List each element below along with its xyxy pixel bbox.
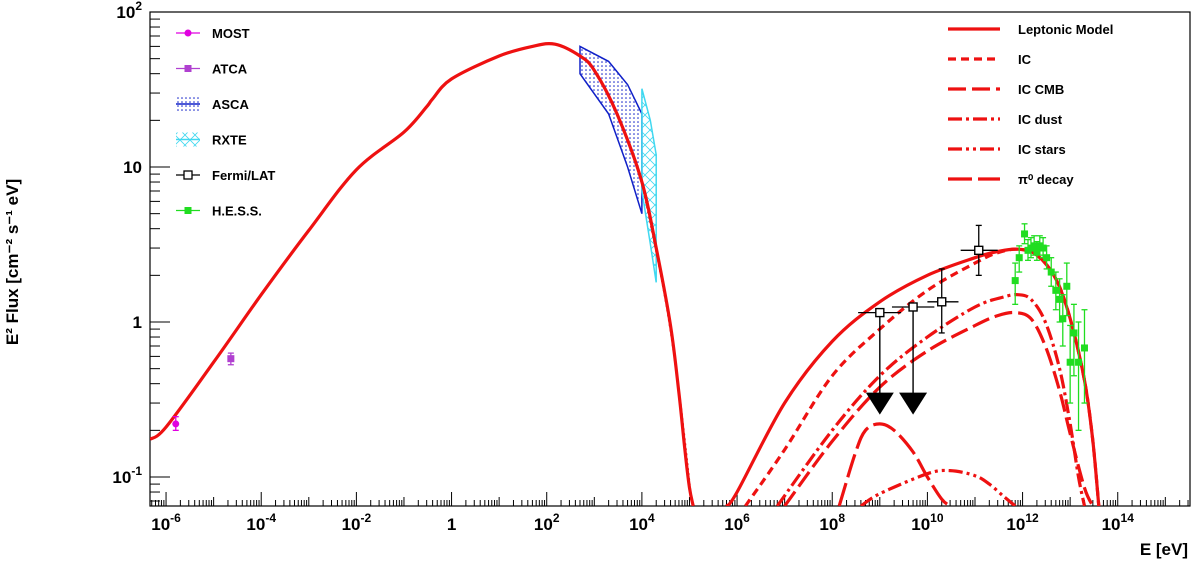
- x-tick-label: 1012: [1006, 511, 1039, 534]
- x-tick-label: 102: [534, 511, 560, 534]
- point-h-e-s-s-: [1015, 254, 1023, 262]
- x-tick-label: 104: [629, 511, 655, 534]
- legend-item-most-label: MOST: [212, 26, 250, 41]
- model-curve-ic-stars: [859, 468, 1017, 506]
- legend-item-leptonic-model-label: Leptonic Model: [1018, 22, 1113, 37]
- legend-item-ic-label: IC: [1018, 52, 1032, 67]
- point-h-e-s-s-: [1021, 230, 1029, 238]
- point-h-e-s-s-: [1030, 242, 1038, 250]
- x-tick-label: 1010: [911, 511, 944, 534]
- x-tick-label: 106: [724, 511, 750, 534]
- legend-item-atca-label: ATCA: [212, 62, 248, 77]
- model-curves: [150, 41, 1101, 506]
- point-h-e-s-s-: [1039, 244, 1047, 252]
- x-axis-title: E [eV]: [1140, 540, 1188, 559]
- point-h-e-s-s-: [1070, 329, 1078, 337]
- point-h-e-s-s-: [1059, 315, 1067, 323]
- point-fermi-lat: [908, 302, 918, 312]
- point-h-e-s-s-: [1052, 286, 1060, 294]
- legend-item-asca-label: ASCA: [212, 97, 249, 112]
- legend-item-ic-dust-label: IC dust: [1018, 112, 1063, 127]
- point-atca: [227, 355, 235, 363]
- legend-instruments: MOST ATCA ASCA RXTE Fermi/LAT H.E.S.S.: [176, 26, 275, 219]
- model-curve-ic-dust: [776, 292, 1087, 506]
- y-tick-label: 10-1: [112, 464, 142, 487]
- x-tick-label: 10-4: [246, 511, 276, 534]
- point-h-e-s-s-: [1075, 358, 1083, 366]
- point-h-e-s-s-: [1056, 295, 1064, 303]
- legend-item-ic-stars-label: IC stars: [1018, 142, 1066, 157]
- legend-item--decay-label: π⁰ decay: [1018, 172, 1074, 187]
- legend-item-most-marker: [184, 29, 192, 37]
- legend-item-fermi-lat-label: Fermi/LAT: [212, 168, 275, 183]
- upper-limit-arrow: [865, 392, 894, 415]
- y-tick-label: 10: [123, 158, 142, 177]
- legend-item-fermi-lat-marker: [183, 170, 193, 180]
- point-h-e-s-s-: [1080, 344, 1088, 352]
- point-fermi-lat: [875, 307, 885, 318]
- point-h-e-s-s-: [1011, 277, 1019, 285]
- point-h-e-s-s-: [1033, 247, 1041, 255]
- legend-item-rxte-label: RXTE: [212, 133, 247, 148]
- point-h-e-s-s-: [1066, 358, 1074, 366]
- point-fermi-lat: [974, 245, 984, 256]
- upper-limit-arrow: [899, 392, 928, 415]
- band-asca: [579, 45, 643, 214]
- x-tick-label: 10-2: [342, 511, 372, 534]
- data-points: [172, 223, 1088, 431]
- plot-frame: [149, 11, 1191, 507]
- x-tick-label: 1: [447, 515, 456, 534]
- y-tick-label: 1: [133, 313, 142, 332]
- point-h-e-s-s-: [1043, 254, 1051, 262]
- axis-ticks: 10-6 10-4 10-2 1 102 104 106 108 1010 1012 1014 10-…: [112, 0, 1189, 534]
- x-tick-label: 10-6: [151, 511, 181, 534]
- y-tick-label: 102: [116, 0, 142, 22]
- legend-item-ic-cmb-label: IC CMB: [1018, 82, 1064, 97]
- legend-item-h-e-s-s--marker: [184, 207, 192, 214]
- legend-item-h-e-s-s--label: H.E.S.S.: [212, 204, 262, 219]
- legend-item-atca-marker: [184, 65, 192, 72]
- legend-models: Leptonic Model IC IC CMB IC dust IC stars π⁰ …: [948, 22, 1113, 187]
- point-h-e-s-s-: [1047, 268, 1055, 276]
- model-curve--decay: [837, 422, 952, 506]
- point-h-e-s-s-: [1063, 282, 1071, 290]
- measurement-bands: [579, 45, 657, 283]
- x-tick-label: 108: [819, 511, 845, 534]
- model-curve-dotted-tail: [640, 181, 693, 502]
- point-most: [172, 420, 180, 428]
- y-axis-title: E² Flux [cm⁻² s⁻¹ eV]: [3, 179, 22, 345]
- model-curve-ic: [744, 247, 1101, 506]
- point-fermi-lat: [937, 297, 947, 307]
- x-tick-label: 1014: [1102, 511, 1135, 534]
